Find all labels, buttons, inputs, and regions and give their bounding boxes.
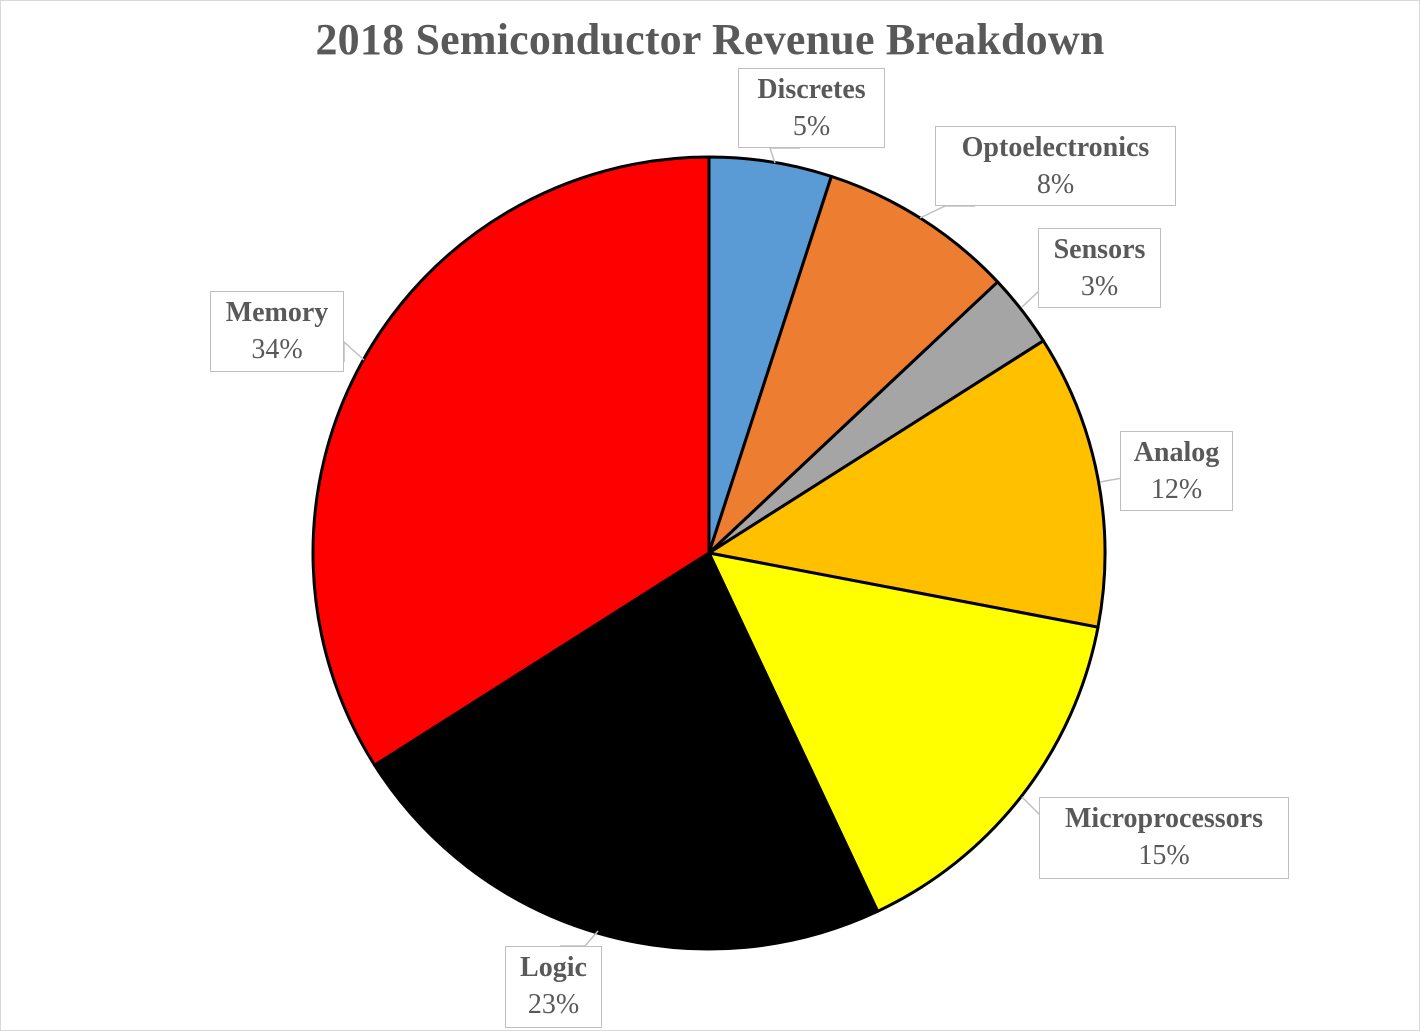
- label-value: 15%: [1138, 840, 1190, 871]
- data-label-logic: Logic 23%: [505, 946, 602, 1028]
- pie-slice-logic: [373, 551, 880, 951]
- leader-line: [1099, 477, 1123, 498]
- pie-slice-memory: [311, 155, 711, 767]
- label-name: Optoelectronics: [961, 132, 1150, 163]
- leader-line: [919, 205, 975, 219]
- label-name: Microprocessors: [1064, 803, 1264, 834]
- label-value: 23%: [527, 989, 580, 1020]
- data-label-optoelectronics: Optoelectronics 8%: [935, 126, 1176, 206]
- label-name: Discretes: [757, 74, 866, 105]
- chart-title: 2018 Semiconductor Revenue Breakdown: [315, 15, 1105, 64]
- data-label-microprocessors: Microprocessors 15%: [1039, 797, 1289, 879]
- label-value: 34%: [251, 334, 303, 365]
- data-label-sensors: Sensors 3%: [1038, 228, 1161, 308]
- leader-line: [343, 340, 365, 362]
- data-label-discretes: Discretes 5%: [738, 68, 885, 148]
- leader-line: [768, 147, 800, 164]
- pie-slice-microprocessors: [707, 551, 1100, 913]
- label-value: 12%: [1150, 474, 1203, 505]
- label-name: Sensors: [1053, 234, 1146, 265]
- leader-line: [560, 930, 599, 947]
- pie-slice-optoelectronics: [707, 174, 1000, 555]
- data-label-analog: Analog 12%: [1120, 431, 1233, 511]
- label-name: Logic: [520, 952, 587, 983]
- label-value: 8%: [1036, 169, 1075, 200]
- label-value: 5%: [792, 111, 831, 142]
- pie-slice-analog: [707, 339, 1107, 629]
- leader-line: [1021, 796, 1041, 835]
- label-name: Analog: [1133, 437, 1220, 468]
- data-label-memory: Memory 34%: [210, 291, 344, 372]
- label-name: Memory: [225, 297, 329, 328]
- label-value: 3%: [1080, 271, 1119, 302]
